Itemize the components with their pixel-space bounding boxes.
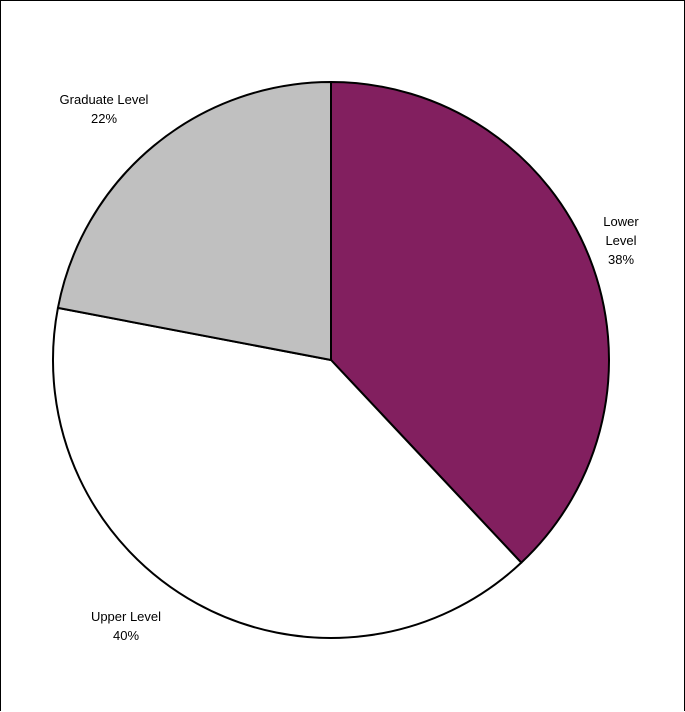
- pie-slices: [52, 81, 610, 639]
- slice-name: Level: [605, 233, 636, 248]
- slice-percent: 40%: [113, 628, 139, 643]
- slice-name: Graduate Level: [60, 92, 149, 107]
- slice-label-graduate-level: Graduate Level 22%: [60, 92, 149, 126]
- slice-name: Upper Level: [91, 609, 161, 624]
- slice-percent: 38%: [608, 252, 634, 267]
- slice-percent: 22%: [91, 111, 117, 126]
- pie-slice-upper-level: [52, 306, 523, 639]
- slice-label-lower-level: Lower Level 38%: [603, 214, 639, 267]
- slice-label-upper-level: Upper Level 40%: [91, 609, 161, 643]
- pie-labels: Lower Level 38% Upper Level 40% Graduate Leve…: [60, 92, 640, 643]
- pie-slice-lower-level: [330, 81, 610, 564]
- slice-name: Lower: [603, 214, 639, 229]
- pie-slice-graduate-level: [56, 81, 332, 361]
